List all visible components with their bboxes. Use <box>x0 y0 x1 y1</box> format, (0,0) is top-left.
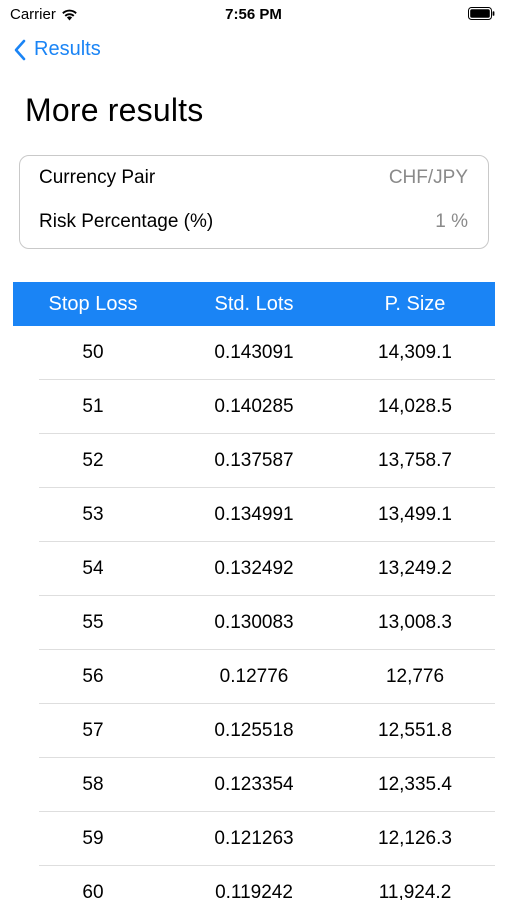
std-lots-cell: 0.12776 <box>219 666 289 687</box>
risk-percentage-row: Risk Percentage (%) 1 % <box>39 210 468 234</box>
results-table-header: Stop Loss Std. Lots P. Size <box>13 282 495 326</box>
table-row: 51 0.140285 14,028.5 <box>13 380 495 434</box>
stop-loss-cell: 56 <box>82 666 104 687</box>
battery-icon <box>468 7 495 20</box>
currency-pair-label: Currency Pair <box>39 167 156 188</box>
position-size-cell: 11,924.2 <box>378 882 452 900</box>
position-size-cell: 12,335.4 <box>378 774 452 795</box>
back-button[interactable]: Results <box>14 38 101 61</box>
currency-pair-row: Currency Pair CHF/JPY <box>39 166 468 190</box>
info-card: Currency Pair CHF/JPY Risk Percentage (%… <box>19 155 489 249</box>
stop-loss-cell: 53 <box>82 504 104 525</box>
table-row: 58 0.123354 12,335.4 <box>13 758 495 812</box>
stop-loss-cell: 50 <box>82 342 104 363</box>
currency-pair-value: CHF/JPY <box>388 167 468 188</box>
back-button-label: Results <box>34 38 101 60</box>
table-row: 60 0.119242 11,924.2 <box>13 866 495 900</box>
carrier-indicator: Carrier <box>10 6 78 23</box>
stop-loss-cell: 52 <box>82 450 104 471</box>
table-row: 52 0.137587 13,758.7 <box>13 434 495 488</box>
std-lots-cell: 0.125518 <box>214 720 294 741</box>
header-stop-loss: Stop Loss <box>48 292 138 315</box>
std-lots-cell: 0.134991 <box>214 504 294 525</box>
stop-loss-cell: 54 <box>82 558 104 579</box>
position-size-cell: 12,551.8 <box>378 720 452 741</box>
position-size-cell: 12,126.3 <box>378 828 452 849</box>
status-bar: Carrier 7:56 PM <box>0 0 507 30</box>
position-size-cell: 14,028.5 <box>378 396 452 417</box>
std-lots-cell: 0.119242 <box>215 882 293 900</box>
risk-percentage-value: 1 % <box>435 211 468 232</box>
table-row: 56 0.12776 12,776 <box>13 650 495 704</box>
table-row: 54 0.132492 13,249.2 <box>13 542 495 596</box>
table-row: 50 0.143091 14,309.1 <box>13 326 495 380</box>
table-row: 53 0.134991 13,499.1 <box>13 488 495 542</box>
stop-loss-cell: 60 <box>82 882 104 900</box>
position-size-cell: 13,758.7 <box>378 450 452 471</box>
carrier-label: Carrier <box>10 6 56 23</box>
std-lots-cell: 0.132492 <box>214 558 294 579</box>
chevron-left-icon <box>14 39 26 60</box>
table-row: 59 0.121263 12,126.3 <box>13 812 495 866</box>
table-row: 55 0.130083 13,008.3 <box>13 596 495 650</box>
page-title: More results <box>25 92 204 128</box>
position-size-cell: 14,309.1 <box>378 342 452 363</box>
stop-loss-cell: 55 <box>82 612 104 633</box>
stop-loss-cell: 58 <box>82 774 104 795</box>
position-size-cell: 13,249.2 <box>378 558 452 579</box>
stop-loss-cell: 51 <box>82 396 104 417</box>
results-table-body[interactable]: 50 0.143091 14,309.1 51 0.140285 14,028.… <box>13 326 495 900</box>
std-lots-cell: 0.130083 <box>214 612 294 633</box>
wifi-icon <box>62 9 77 21</box>
position-size-cell: 13,499.1 <box>378 504 452 525</box>
header-position-size: P. Size <box>384 292 446 315</box>
position-size-cell: 13,008.3 <box>378 612 452 633</box>
std-lots-cell: 0.121263 <box>214 828 294 849</box>
position-size-cell: 12,776 <box>385 666 445 687</box>
stop-loss-cell: 57 <box>82 720 104 741</box>
std-lots-cell: 0.143091 <box>214 342 294 363</box>
risk-percentage-label: Risk Percentage (%) <box>39 211 214 232</box>
std-lots-cell: 0.137587 <box>214 450 294 471</box>
status-time: 7:56 PM <box>225 6 282 23</box>
stop-loss-cell: 59 <box>82 828 104 849</box>
std-lots-cell: 0.140285 <box>214 396 294 417</box>
table-row: 57 0.125518 12,551.8 <box>13 704 495 758</box>
header-std-lots: Std. Lots <box>214 292 294 315</box>
std-lots-cell: 0.123354 <box>214 774 294 795</box>
